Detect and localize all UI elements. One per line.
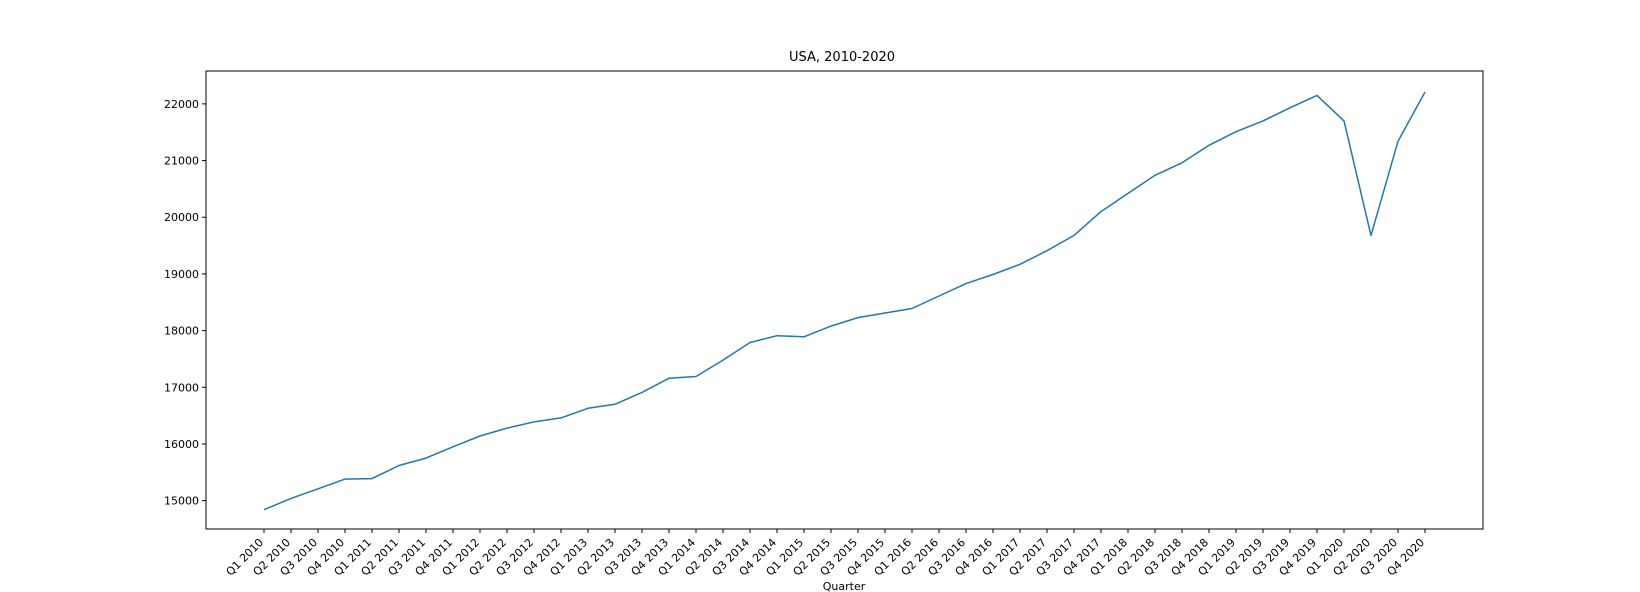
y-tick-label: 21000 bbox=[164, 155, 199, 168]
series-line bbox=[263, 91, 1426, 511]
y-tick-label: 16000 bbox=[164, 438, 199, 451]
y-tick-label: 22000 bbox=[164, 98, 199, 111]
plot-frame bbox=[205, 70, 1484, 530]
y-tick-label: 19000 bbox=[164, 268, 199, 281]
y-tick-label: 18000 bbox=[164, 325, 199, 338]
y-tick-label: 17000 bbox=[164, 381, 199, 394]
x-axis-label: Quarter bbox=[823, 580, 866, 592]
y-tick-label: 15000 bbox=[164, 495, 199, 508]
y-tick-label: 20000 bbox=[164, 211, 199, 224]
chart-title: USA, 2010-2020 bbox=[789, 50, 895, 65]
y-axis: 15000 16000 17000 18000 19000 20000 21000 22000 bbox=[164, 98, 206, 508]
series-layer bbox=[263, 91, 1426, 511]
